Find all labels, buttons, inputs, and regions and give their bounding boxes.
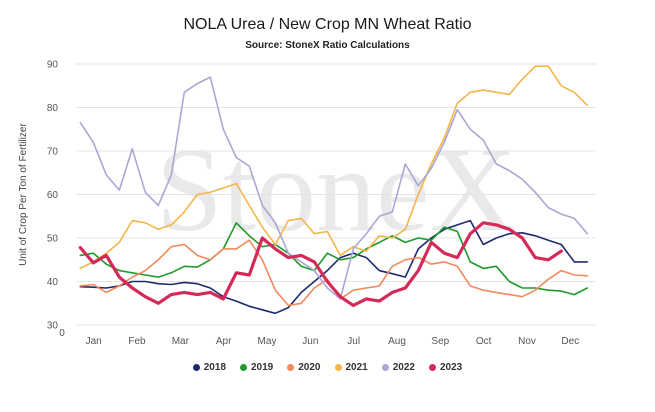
- x-month-label: Sep: [431, 336, 449, 347]
- y-tick-label: 70: [47, 147, 59, 158]
- legend-item-2018: 2018: [192, 362, 226, 373]
- y-tick-label: 50: [47, 234, 59, 245]
- x-month-label: Jun: [302, 336, 318, 347]
- y-tick-label: 40: [47, 277, 59, 288]
- x-month-label: Aug: [388, 336, 406, 347]
- legend-marker: [192, 364, 200, 371]
- legend-label: 2018: [203, 362, 226, 373]
- legend-marker: [381, 364, 389, 371]
- series-line-2021: [79, 65, 589, 270]
- series-line-2019: [79, 222, 589, 296]
- legend-marker: [334, 364, 342, 371]
- legend-item-2023: 2023: [429, 362, 462, 373]
- watermark-text: StoneX: [156, 123, 516, 256]
- x-month-label: Apr: [216, 336, 232, 347]
- x-month-label: May: [258, 336, 277, 347]
- chart-title: NOLA Urea / New Crop MN Wheat Ratio: [183, 16, 472, 33]
- legend-label: 2021: [345, 362, 368, 373]
- legend-marker: [429, 364, 436, 371]
- y-tick-label: 60: [47, 190, 59, 201]
- y-axis-label: Unit of Crop Per Ton of Fertilizer: [18, 123, 29, 266]
- x-month-label: Jul: [347, 336, 360, 347]
- legend-label: 2020: [298, 362, 321, 373]
- y-tick-label: 80: [47, 103, 59, 114]
- x-month-label: Nov: [518, 336, 536, 347]
- series-line-2018: [79, 219, 589, 315]
- legend-label: 2022: [392, 362, 415, 373]
- legend-item-2019: 2019: [240, 362, 273, 373]
- series-line-2023: [78, 221, 563, 307]
- y-tick-label: 30: [47, 321, 59, 332]
- x-month-label: Dec: [561, 336, 579, 347]
- legend-item-2020: 2020: [287, 362, 321, 373]
- legend-marker: [287, 364, 295, 371]
- x-month-label: Feb: [128, 336, 146, 347]
- x-month-label: Oct: [476, 336, 492, 347]
- y-tick-label: 90: [47, 60, 59, 71]
- legend-item-2021: 2021: [334, 362, 368, 373]
- x-month-label: Jan: [86, 336, 102, 347]
- chart-legend: 2018 2019 2020 2021 2022 2023: [0, 362, 655, 373]
- x-tick-label: 0: [59, 328, 65, 339]
- legend-item-2022: 2022: [381, 362, 415, 373]
- legend-marker: [240, 364, 247, 371]
- series-line-2022: [79, 76, 589, 300]
- chart-subtitle: Source: StoneX Ratio Calculations: [245, 40, 410, 51]
- x-month-label: Mar: [172, 336, 190, 347]
- legend-label: 2023: [440, 362, 463, 373]
- legend-label: 2019: [251, 362, 274, 373]
